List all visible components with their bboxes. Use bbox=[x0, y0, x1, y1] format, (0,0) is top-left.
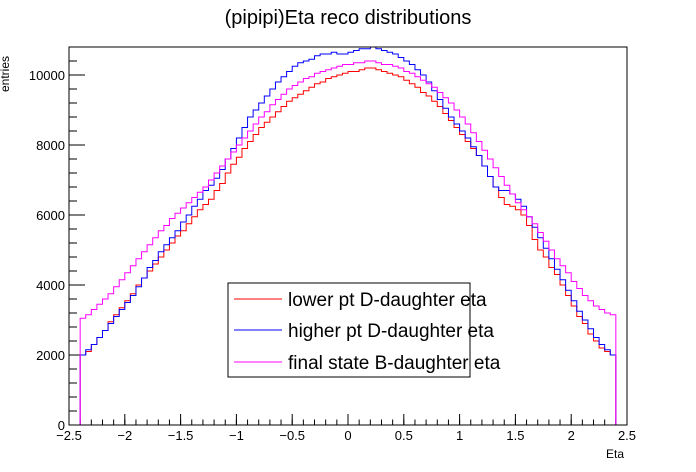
x-tick-label: 2.5 bbox=[618, 428, 636, 443]
x-tick-label: 0 bbox=[344, 428, 351, 443]
x-tick-label: −1.5 bbox=[168, 428, 194, 443]
axis-tick-labels: −2.5 −2 −1.5 −1 −0.5 0 0.5 1 1.5 2 2.5 0 2000 4000 600… bbox=[29, 68, 636, 443]
legend: lower pt D-daughter eta higher pt D-daug… bbox=[227, 282, 501, 378]
x-tick-label: −2 bbox=[117, 428, 132, 443]
y-tick-label: 0 bbox=[58, 418, 65, 433]
x-tick-label: 0.5 bbox=[395, 428, 413, 443]
x-tick-label: −1 bbox=[229, 428, 244, 443]
x-tick-label: 1.5 bbox=[506, 428, 524, 443]
y-tick-label: 6000 bbox=[36, 208, 65, 223]
plot-frame bbox=[68, 46, 628, 426]
series-layer bbox=[79, 46, 617, 425]
x-tick-label: 2 bbox=[568, 428, 575, 443]
legend-label-lower-pt: lower pt D-daughter eta bbox=[288, 290, 487, 311]
legend-label-higher-pt: higher pt D-daughter eta bbox=[288, 321, 494, 342]
y-tick-label: 2000 bbox=[36, 348, 65, 363]
x-axis-label: Eta bbox=[606, 447, 624, 461]
y-tick-label: 4000 bbox=[36, 278, 65, 293]
legend-label-final-state: final state B-daughter eta bbox=[288, 353, 501, 374]
y-tick-label: 10000 bbox=[29, 68, 65, 83]
chart-title: (pipipi)Eta reco distributions bbox=[225, 7, 472, 29]
y-axis-label: entries bbox=[0, 56, 12, 92]
y-tick-label: 8000 bbox=[36, 138, 65, 153]
x-tick-label: 1 bbox=[456, 428, 463, 443]
x-tick-label: −0.5 bbox=[279, 428, 305, 443]
series-line-2 bbox=[79, 60, 617, 425]
x-tick-label: −2.5 bbox=[56, 428, 82, 443]
series-line-0 bbox=[79, 67, 617, 425]
